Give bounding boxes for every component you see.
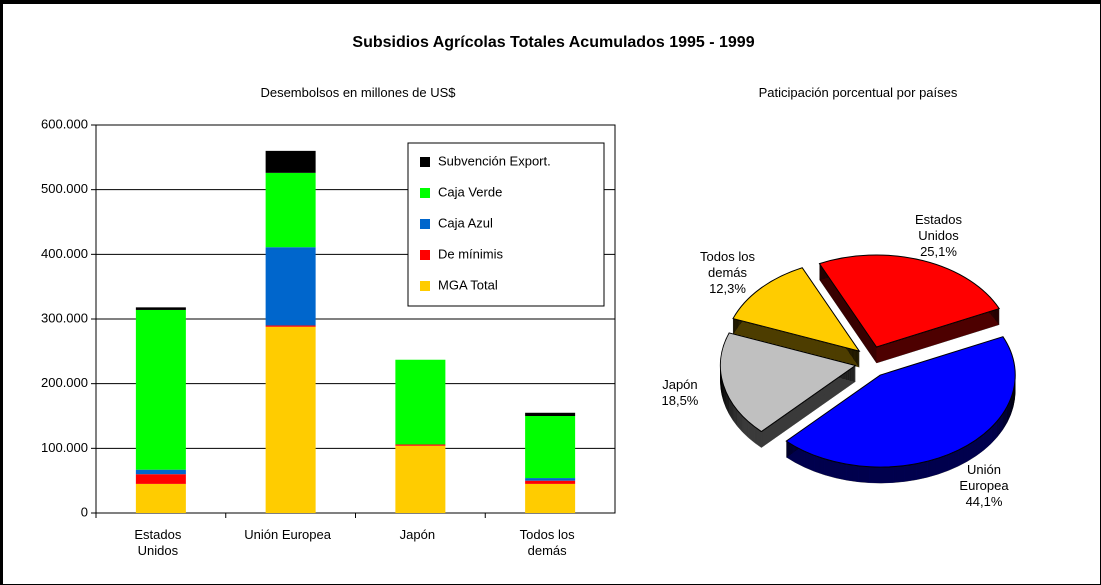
bar-segment xyxy=(265,172,316,248)
bar-segment xyxy=(525,416,576,479)
y-tick-label: 200.000 xyxy=(41,375,88,390)
bar-segment xyxy=(525,412,576,416)
pie-label-name: Todos los demás xyxy=(700,249,755,280)
bar-segment xyxy=(265,325,316,327)
bar-segment xyxy=(135,474,186,484)
bar-segment xyxy=(525,480,576,484)
pie-label: Japón 18,5% xyxy=(641,377,719,409)
legend-label: MGA Total xyxy=(438,277,498,292)
pie-label-name: Unión Europea xyxy=(959,462,1009,494)
y-tick-label: 0 xyxy=(81,504,88,519)
legend-swatch xyxy=(420,250,430,260)
legend-label: Caja Azul xyxy=(438,215,493,230)
pie-slice xyxy=(818,254,1001,348)
bar-segment xyxy=(135,309,186,470)
x-tick-label: Japón xyxy=(399,527,436,542)
bar-subtitle: Desembolsos en millones de US$ xyxy=(260,85,456,100)
pie-label-value: 12,3% xyxy=(709,281,746,296)
pie-label-value: 25,1% xyxy=(920,244,957,260)
pie-label: Todos los demás 12,3% xyxy=(689,249,767,297)
pie-label-value: 18,5% xyxy=(661,393,699,409)
bar-segment xyxy=(525,478,576,481)
x-tick-label: Estados Unidos xyxy=(134,527,182,558)
bar-segment xyxy=(135,483,186,513)
bar-segment xyxy=(395,444,446,446)
pie-slice xyxy=(719,332,857,433)
pie-label: Estados Unidos 25,1% xyxy=(900,212,978,260)
x-tick-label: Todos los demás xyxy=(519,527,575,558)
bar-segment xyxy=(395,445,446,513)
legend-label: De mínimis xyxy=(438,246,504,261)
legend-label: Subvención Export. xyxy=(438,153,551,168)
pie-slice xyxy=(732,267,861,352)
y-tick-label: 600.000 xyxy=(41,116,88,131)
pie-label-value: 44,1% xyxy=(965,494,1003,510)
y-tick-label: 300.000 xyxy=(41,310,88,325)
legend-swatch xyxy=(420,157,430,167)
bar-segment xyxy=(265,150,316,173)
y-tick-label: 500.000 xyxy=(41,181,88,196)
bar-segment xyxy=(135,469,186,475)
legend-swatch xyxy=(420,219,430,229)
pie-label-name: Japón xyxy=(662,377,698,393)
x-tick-label: Unión Europea xyxy=(244,527,331,542)
legend-swatch xyxy=(420,188,430,198)
y-tick-label: 400.000 xyxy=(41,246,88,261)
bar-segment xyxy=(395,359,446,445)
legend-label: Caja Verde xyxy=(438,184,502,199)
bar-segment xyxy=(265,247,316,326)
pie-slice xyxy=(785,336,1016,468)
chart: 0 100.000 200.000 300.000 400.000 500.000 600.… xyxy=(41,116,1016,519)
pie-subtitle: Paticipación porcentual por países xyxy=(758,85,958,100)
bar-segment xyxy=(265,326,316,513)
y-tick-label: 100.000 xyxy=(41,440,88,455)
bar-segment xyxy=(525,483,576,513)
legend-swatch xyxy=(420,281,430,291)
chart-title: Subsidios Agrícolas Totales Acumulados 1… xyxy=(352,34,755,51)
pie-label-name: Estados Unidos xyxy=(915,212,962,244)
bar-segment xyxy=(135,307,186,310)
pie-label: Unión Europea 44,1% xyxy=(945,462,1023,510)
legend-box xyxy=(407,142,605,307)
